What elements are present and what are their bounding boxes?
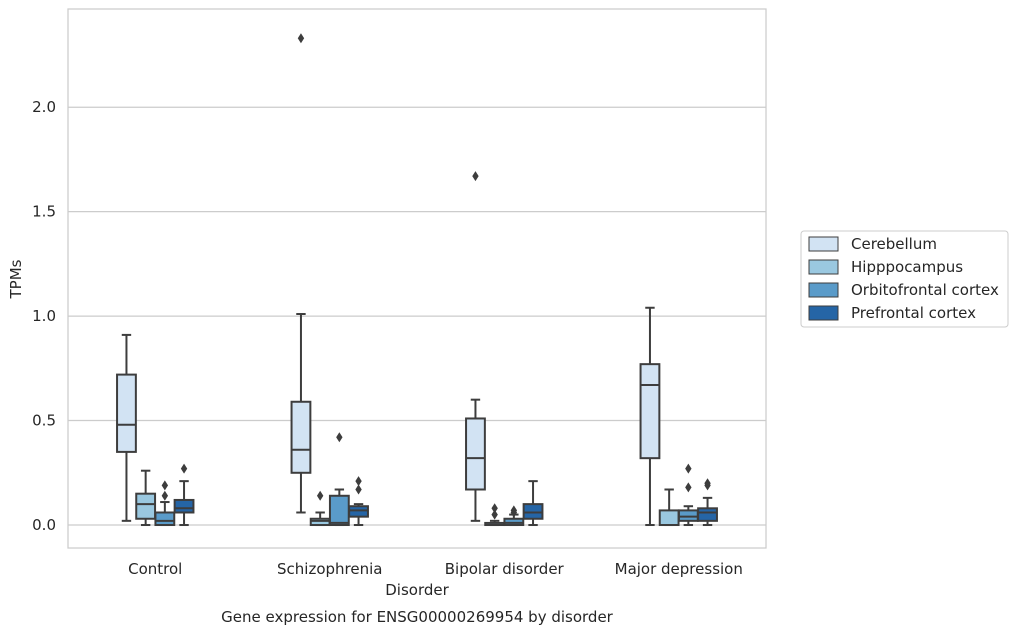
outlier-point [355, 484, 362, 495]
legend-label: Orbitofrontal cortex [851, 281, 999, 299]
box-hipppocampus [135, 469, 157, 527]
chart-caption: Gene expression for ENSG00000269954 by d… [221, 608, 614, 626]
box-iqr [658, 509, 680, 527]
outlier-point [472, 171, 479, 182]
box-cerebellum [116, 333, 137, 522]
box-cerebellum [465, 171, 486, 522]
box-cerebellum [290, 33, 312, 514]
x-tick-label: Bipolar disorder [445, 560, 565, 578]
legend-items: Cerebellum Hipppocampus Orbitofrontal cort… [808, 235, 999, 322]
box-orbitofrontal-cortex [328, 432, 350, 527]
outlier-point [491, 503, 498, 514]
legend-swatch [808, 259, 839, 275]
legend-frame [800, 230, 1009, 328]
legend-label: Hipppocampus [851, 258, 963, 276]
outlier-point [161, 490, 169, 501]
box-hipppocampus [309, 490, 331, 527]
outlier-point [316, 490, 324, 501]
outlier-point [491, 509, 498, 520]
box-hipppocampus [484, 503, 506, 527]
box-cerebellum [639, 306, 661, 527]
y-tick-label: 2.0 [32, 98, 56, 116]
box-iqr [309, 517, 331, 527]
legend-label: Prefrontal cortex [851, 304, 976, 322]
legend-label: Cerebellum [851, 235, 937, 253]
box-iqr [135, 492, 157, 520]
plot-area-frame [67, 8, 767, 549]
box-iqr [348, 505, 369, 518]
y-tick-label: 1.0 [32, 307, 56, 325]
box-iqr [522, 503, 544, 520]
legend: Cerebellum Hipppocampus Orbitofrontal cort… [800, 230, 1009, 328]
box-iqr [154, 511, 176, 527]
x-axis-label: Disorder [385, 581, 449, 599]
box-prefrontal-cortex [697, 478, 718, 527]
outlier-point [161, 480, 169, 491]
legend-swatch [808, 305, 839, 321]
outlier-point [297, 33, 305, 44]
box-prefrontal-cortex [173, 463, 195, 527]
box-hipppocampus [658, 488, 680, 527]
y-tick-label: 1.5 [32, 203, 56, 221]
outlier-point [355, 476, 362, 487]
outlier-point [336, 432, 343, 443]
legend-swatch [808, 236, 839, 252]
box-prefrontal-cortex [348, 476, 369, 527]
box-iqr [173, 498, 195, 514]
x-tick-label: Major depression [615, 560, 743, 578]
x-axis-ticks: Control Schizophrenia Bipolar disorder Majo… [128, 560, 743, 578]
box-iqr [677, 509, 699, 522]
y-axis-ticks: 0.0 0.5 1.0 1.5 2.0 [32, 98, 56, 534]
outlier-point [510, 507, 518, 518]
x-tick-label: Control [128, 560, 182, 578]
box-iqr [290, 400, 312, 474]
box-orbitofrontal-cortex [503, 505, 525, 527]
box-prefrontal-cortex [522, 480, 544, 527]
box-iqr [697, 507, 718, 522]
outlier-point [704, 480, 711, 491]
outlier-point [180, 463, 188, 474]
y-tick-label: 0.5 [32, 412, 56, 430]
box-iqr [503, 517, 525, 527]
y-tick-label: 0.0 [32, 516, 56, 534]
legend-swatch [808, 282, 839, 298]
box-iqr [639, 363, 661, 460]
outlier-point [685, 463, 692, 474]
outlier-point [685, 482, 692, 493]
y-axis-label: TPMs [7, 259, 25, 299]
box-iqr [465, 417, 486, 491]
boxes [116, 33, 718, 527]
box-orbitofrontal-cortex [154, 480, 176, 527]
box-iqr [328, 494, 350, 527]
box-iqr [116, 373, 137, 453]
x-tick-label: Schizophrenia [277, 560, 382, 578]
